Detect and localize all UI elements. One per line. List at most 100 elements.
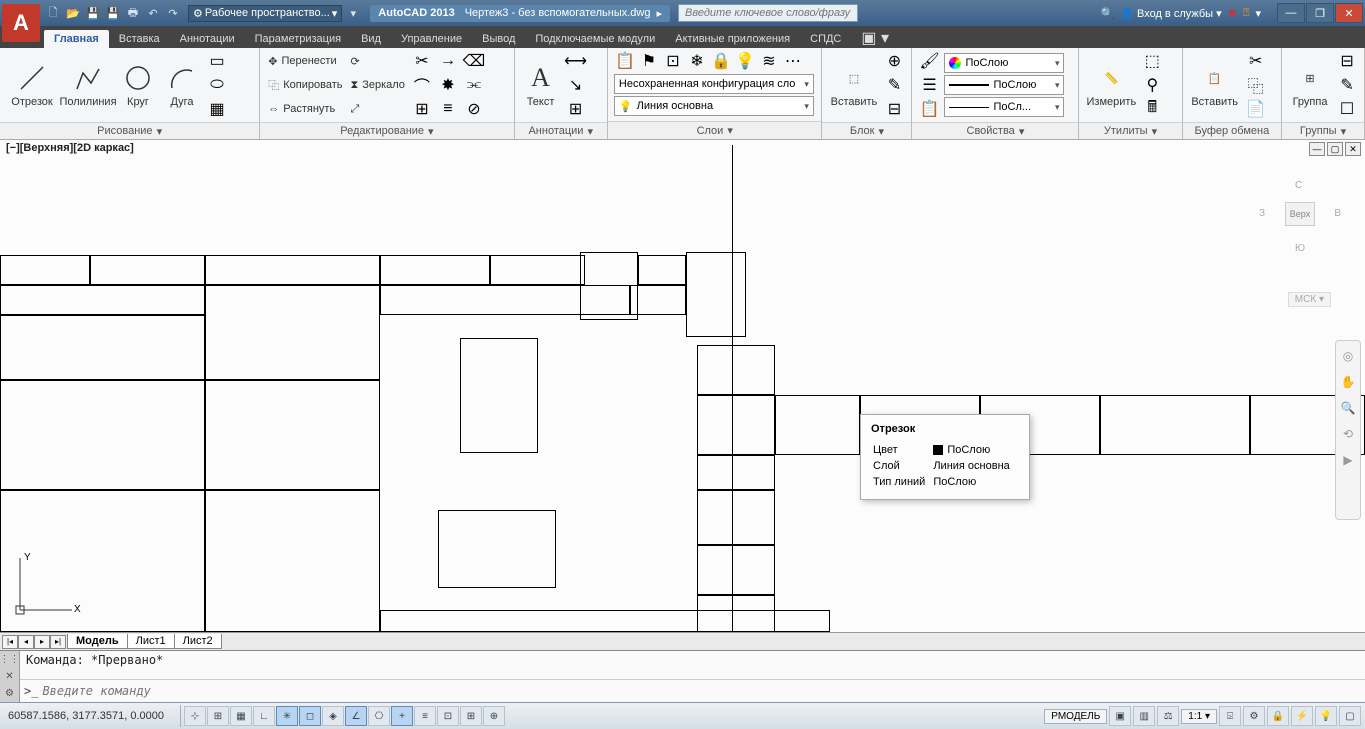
sb-qp-icon[interactable]: ⊞ <box>460 706 482 726</box>
tool-array[interactable]: ⊞ <box>411 98 433 120</box>
panel-block-title[interactable]: Блок ▾ <box>822 122 911 139</box>
tool-rectangle[interactable]: ▭ <box>206 50 228 72</box>
sb-osnap-icon[interactable]: ◻ <box>299 706 321 726</box>
panel-draw-title[interactable]: Рисование ▾ <box>0 122 259 139</box>
sb-annovis-icon[interactable]: ⍄ <box>1219 706 1241 726</box>
sb-ws-switch-icon[interactable]: ⚙ <box>1243 706 1265 726</box>
layer-more-icon[interactable]: ⋯ <box>782 50 804 72</box>
tab-insert[interactable]: Вставка <box>109 30 170 48</box>
tab-view[interactable]: Вид <box>351 30 391 48</box>
layer-match-icon[interactable]: ≋ <box>758 50 780 72</box>
sb-quickview-layouts-icon[interactable]: ▣ <box>1109 706 1131 726</box>
drawing-entity[interactable] <box>0 255 90 285</box>
sb-toolbar-lock-icon[interactable]: 🔒 <box>1267 706 1289 726</box>
tool-select-all[interactable]: ⬚ <box>1141 50 1163 72</box>
tool-table[interactable]: ⊞ <box>565 98 587 120</box>
tool-break[interactable]: ⊘ <box>463 98 485 120</box>
tab-annotations[interactable]: Аннотации <box>170 30 245 48</box>
sb-scale-dropdown[interactable]: 1:1 ▾ <box>1181 709 1217 724</box>
props-list-icon[interactable]: 📋 <box>918 98 940 120</box>
drawing-entity[interactable] <box>697 545 775 595</box>
tool-dimension[interactable]: ⟷ <box>565 50 587 72</box>
tab-plugins[interactable]: Подключаемые модули <box>525 30 665 48</box>
drawing-entity[interactable] <box>638 255 686 285</box>
drawing-entity[interactable] <box>630 285 686 315</box>
panel-clip-title[interactable]: Буфер обмена <box>1183 122 1281 139</box>
sb-ducs-icon[interactable]: ⎔ <box>368 706 390 726</box>
nav-orbit-icon[interactable]: ⟲ <box>1339 425 1357 443</box>
tool-ungroup[interactable]: ⊟ <box>1336 50 1358 72</box>
signin-button[interactable]: 👤 Вход в службы ▾ <box>1120 7 1221 20</box>
layer-props-icon[interactable]: 📋 <box>614 50 636 72</box>
drawing-entity[interactable] <box>380 610 830 632</box>
title-nav-icon[interactable]: ▸ <box>656 7 662 20</box>
tab-model[interactable]: Модель <box>67 634 128 649</box>
drawing-entity[interactable] <box>205 380 380 490</box>
vcube-north[interactable]: С <box>1295 180 1302 191</box>
props-palette-icon[interactable]: ☰ <box>918 74 940 96</box>
drawing-entity[interactable] <box>697 455 775 490</box>
infocenter-icon[interactable]: 🔍 <box>1101 7 1115 20</box>
panel-annot-title[interactable]: Аннотации ▾ <box>515 122 607 139</box>
layer-iso-icon[interactable]: ⊡ <box>662 50 684 72</box>
close-button[interactable]: ✕ <box>1335 3 1363 23</box>
sb-clean-screen-icon[interactable]: ▢ <box>1339 706 1361 726</box>
tool-join[interactable]: ⫘ <box>463 74 485 96</box>
command-input[interactable] <box>42 684 1361 698</box>
color-dropdown[interactable]: ПоСлою <box>944 53 1064 73</box>
tool-trim[interactable]: ✂ <box>411 50 433 72</box>
drawing-entity[interactable] <box>380 285 630 315</box>
drawing-entity[interactable] <box>1100 395 1250 455</box>
minimize-button[interactable]: — <box>1277 3 1305 23</box>
drawing-entity[interactable] <box>775 395 860 455</box>
tool-offset[interactable]: ≡ <box>437 98 459 120</box>
new-icon[interactable]: 🗋 <box>44 4 62 22</box>
cmd-handle[interactable]: ⋮⋮✕⚙ <box>0 651 20 702</box>
drawing-entity[interactable] <box>490 255 585 285</box>
coordinates[interactable]: 60587.1586, 3177.3571, 0.0000 <box>0 710 180 722</box>
linetype-dropdown[interactable]: ПоСлою <box>944 75 1064 95</box>
drawing-entity[interactable] <box>697 395 775 455</box>
redo-icon[interactable]: ↷ <box>164 4 182 22</box>
lt-last-button[interactable]: ▸| <box>50 635 66 649</box>
qat-more-icon[interactable]: ▾ <box>344 4 362 22</box>
tool-qselect[interactable]: ⚲ <box>1141 74 1163 96</box>
undo-icon[interactable]: ↶ <box>144 4 162 22</box>
tab-output[interactable]: Вывод <box>472 30 525 48</box>
help-icon[interactable]: ⍰ <box>1243 7 1250 20</box>
tab-parametric[interactable]: Параметризация <box>245 30 351 48</box>
lt-next-button[interactable]: ▸ <box>34 635 50 649</box>
tool-arc[interactable]: Дуга <box>162 62 202 108</box>
drawing-entity[interactable] <box>0 315 205 380</box>
vcube-east[interactable]: В <box>1334 208 1341 219</box>
sb-ortho-icon[interactable]: ∟ <box>253 706 275 726</box>
tool-polyline[interactable]: Полилиния <box>62 62 114 108</box>
search-input[interactable] <box>678 4 858 22</box>
lt-first-button[interactable]: |◂ <box>2 635 18 649</box>
sb-lwt-icon[interactable]: ≡ <box>414 706 436 726</box>
panel-edit-title[interactable]: Редактирование ▾ <box>260 122 513 139</box>
sb-snap-icon[interactable]: ⊞ <box>207 706 229 726</box>
tab-manage[interactable]: Управление <box>391 30 472 48</box>
help-dd-icon[interactable]: ▾ <box>1255 7 1261 20</box>
sb-dyn-icon[interactable]: + <box>391 706 413 726</box>
layer-states-icon[interactable]: ⚑ <box>638 50 660 72</box>
drawing-entity[interactable] <box>732 145 733 632</box>
match-props-icon[interactable]: 🖌 <box>918 50 940 72</box>
tool-hatch[interactable]: ▦ <box>206 98 228 120</box>
sb-infer-icon[interactable]: ⊹ <box>184 706 206 726</box>
layer-freeze-icon[interactable]: ❄ <box>686 50 708 72</box>
sb-quickview-drawings-icon[interactable]: ▥ <box>1133 706 1155 726</box>
workspace-dropdown[interactable]: ⚙ Рабочее пространство... ▾ <box>188 5 342 22</box>
sb-isolate-icon[interactable]: 💡 <box>1315 706 1337 726</box>
tool-move[interactable]: ✥Перенести <box>266 50 344 72</box>
sb-grid-icon[interactable]: ▦ <box>230 706 252 726</box>
drawing-entity[interactable] <box>0 380 205 490</box>
drawing-entity[interactable] <box>0 285 205 315</box>
nav-pan-icon[interactable]: ✋ <box>1339 373 1357 391</box>
drawing-entity[interactable] <box>686 252 746 337</box>
tab-active-apps[interactable]: Активные приложения <box>665 30 800 48</box>
tool-stretch[interactable]: ⇔Растянуть <box>266 98 344 120</box>
layer-config-dropdown[interactable]: Несохраненная конфигурация сло <box>614 74 814 94</box>
nav-zoom-icon[interactable]: 🔍 <box>1339 399 1357 417</box>
